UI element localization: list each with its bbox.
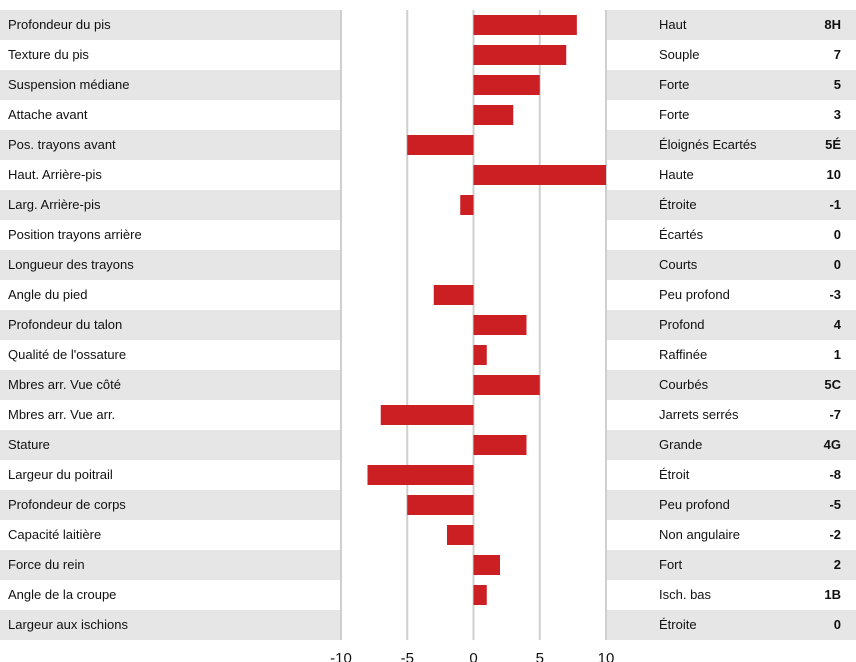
x-tick-label: 0	[469, 650, 477, 662]
trait-row: Mbres arr. Vue côté Courbés 5C	[0, 370, 856, 400]
trait-row: Profondeur de corps Peu profond -5	[0, 490, 856, 520]
trait-label: Largeur du poitrail	[8, 467, 113, 482]
trait-score: 3	[833, 107, 841, 122]
trait-row: Suspension médiane Forte 5	[0, 70, 856, 100]
trait-row: Attache avant Forte 3	[0, 100, 856, 130]
trait-descriptor: Haut	[659, 17, 687, 32]
trait-label: Position trayons arrière	[8, 227, 142, 242]
trait-score: -5	[829, 497, 841, 512]
trait-row: Capacité laitière Non angulaire -2	[0, 520, 856, 550]
trait-score: 5É	[825, 137, 841, 152]
trait-descriptor: Raffinée	[659, 347, 708, 362]
trait-score: 5	[833, 77, 841, 92]
trait-label: Capacité laitière	[8, 527, 102, 542]
trait-label: Suspension médiane	[8, 77, 130, 92]
trait-score: -2	[829, 527, 841, 542]
trait-descriptor: Souple	[659, 47, 700, 62]
trait-score: -1	[829, 197, 841, 212]
trait-row: Largeur du poitrail Étroit -8	[0, 460, 856, 490]
trait-label: Qualité de l'ossature	[8, 347, 127, 362]
trait-label: Mbres arr. Vue arr.	[8, 407, 116, 422]
trait-row: Angle du pied Peu profond -3	[0, 280, 856, 310]
trait-row: Profondeur du talon Profond 4	[0, 310, 856, 340]
trait-row: Profondeur du pis Haut 8H	[0, 10, 856, 40]
trait-label: Haut. Arrière-pis	[8, 167, 102, 182]
trait-score: -7	[829, 407, 841, 422]
trait-descriptor: Isch. bas	[659, 587, 712, 602]
x-tick-label: -10	[330, 650, 352, 662]
trait-descriptor: Courts	[659, 257, 698, 272]
trait-descriptor: Étroite	[659, 617, 697, 632]
trait-descriptor: Peu profond	[659, 287, 730, 302]
trait-score: -8	[829, 467, 841, 482]
trait-label: Texture du pis	[8, 47, 89, 62]
trait-label: Larg. Arrière-pis	[8, 197, 101, 212]
x-tick-label: 5	[536, 650, 544, 662]
trait-descriptor: Jarrets serrés	[659, 407, 739, 422]
trait-score: 0	[833, 257, 841, 272]
trait-descriptor: Forte	[659, 77, 690, 92]
trait-descriptor: Éloignés Ecartés	[659, 137, 757, 152]
trait-label: Pos. trayons avant	[8, 137, 116, 152]
trait-row: Force du rein Fort 2	[0, 550, 856, 580]
trait-row: Largeur aux ischions Étroite 0	[0, 610, 856, 640]
trait-row: Pos. trayons avant Éloignés Ecartés 5É	[0, 130, 856, 160]
trait-row: Larg. Arrière-pis Étroite -1	[0, 190, 856, 220]
trait-row: Longueur des trayons Courts 0	[0, 250, 856, 280]
trait-label: Angle de la croupe	[8, 587, 117, 602]
trait-label: Stature	[8, 437, 50, 452]
trait-score: -3	[829, 287, 841, 302]
trait-score: 4	[833, 317, 841, 332]
trait-descriptor: Fort	[659, 557, 683, 572]
trait-label: Mbres arr. Vue côté	[8, 377, 121, 392]
trait-descriptor: Courbés	[659, 377, 709, 392]
trait-label: Attache avant	[8, 107, 88, 122]
trait-descriptor: Profond	[659, 317, 705, 332]
trait-row: Position trayons arrière Écartés 0	[0, 220, 856, 250]
trait-score: 10	[826, 167, 841, 182]
trait-descriptor: Forte	[659, 107, 690, 122]
trait-label: Profondeur de corps	[8, 497, 126, 512]
trait-score: 2	[833, 557, 841, 572]
trait-descriptor: Haute	[659, 167, 694, 182]
trait-score: 8H	[824, 17, 841, 32]
trait-label: Profondeur du pis	[8, 17, 111, 32]
trait-label: Angle du pied	[8, 287, 88, 302]
trait-row: Haut. Arrière-pis Haute 10	[0, 160, 856, 190]
trait-descriptor: Grande	[659, 437, 703, 452]
trait-descriptor: Étroite	[659, 197, 697, 212]
trait-score: 0	[833, 617, 841, 632]
x-tick-label: -5	[401, 650, 414, 662]
x-tick-label: 10	[598, 650, 615, 662]
trait-label: Largeur aux ischions	[8, 617, 128, 632]
trait-score: 1	[833, 347, 841, 362]
trait-descriptor: Écartés	[659, 227, 704, 242]
trait-row: Angle de la croupe Isch. bas 1B	[0, 580, 856, 610]
trait-row: Texture du pis Souple 7	[0, 40, 856, 70]
trait-score: 4G	[823, 437, 841, 452]
trait-descriptor: Non angulaire	[659, 527, 740, 542]
trait-label: Force du rein	[8, 557, 85, 572]
trait-score: 7	[833, 47, 841, 62]
trait-score: 1B	[824, 587, 841, 602]
trait-descriptor: Peu profond	[659, 497, 730, 512]
trait-score: 5C	[824, 377, 841, 392]
trait-label: Profondeur du talon	[8, 317, 123, 332]
trait-score: 0	[833, 227, 841, 242]
trait-descriptor: Étroit	[659, 467, 690, 482]
trait-row: Mbres arr. Vue arr. Jarrets serrés -7	[0, 400, 856, 430]
trait-row: Stature Grande 4G	[0, 430, 856, 460]
trait-row: Qualité de l'ossature Raffinée 1	[0, 340, 856, 370]
trait-label: Longueur des trayons	[8, 257, 134, 272]
